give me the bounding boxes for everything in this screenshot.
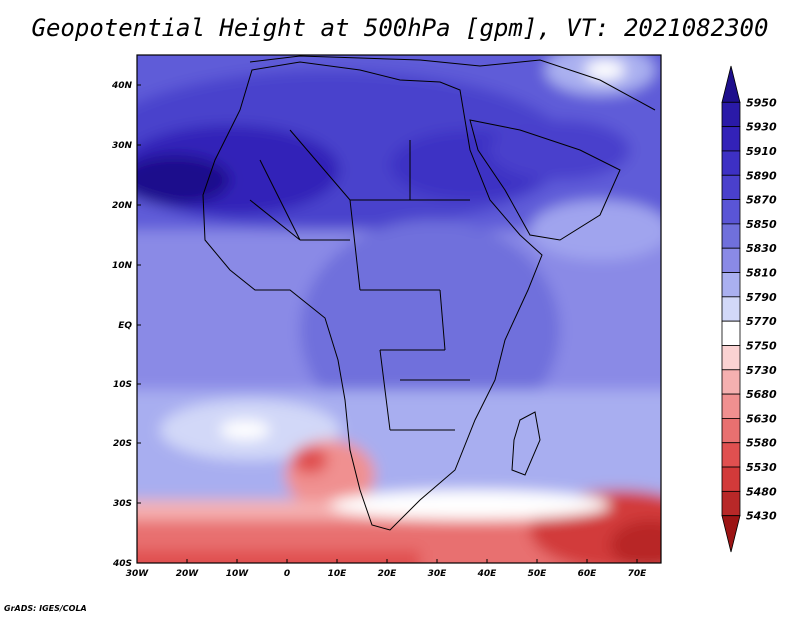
colorbar-top-triangle xyxy=(721,65,741,103)
colorbar-level-label: 5730 xyxy=(746,364,777,377)
map-title: Geopotential Height at 500hPa [gpm], VT:… xyxy=(31,14,769,42)
lon-tick-label: 60E xyxy=(578,569,598,579)
colorbar-swatch xyxy=(721,126,741,152)
colorbar-level-label: 5680 xyxy=(746,388,777,401)
colorbar-swatch xyxy=(721,296,741,322)
colorbar-level-label: 5580 xyxy=(746,437,777,450)
colorbar-level-label: 5480 xyxy=(746,485,777,498)
lon-tick-label: 40E xyxy=(477,569,498,579)
lon-tick-label: 10W xyxy=(226,569,250,579)
lon-tick-label: 10E xyxy=(328,569,348,579)
colorbar-level-label: 5790 xyxy=(746,291,777,304)
lat-tick-label: 30S xyxy=(113,499,132,509)
colorbar-swatch xyxy=(721,174,741,200)
colorbar-swatch xyxy=(721,223,741,249)
lat-tick-label: 20S xyxy=(113,439,132,449)
coastlines xyxy=(202,55,656,531)
plot-frame xyxy=(136,54,662,564)
lat-tick-label: 30N xyxy=(112,141,133,151)
colorbar-swatch xyxy=(721,247,741,273)
lon-tick-label: 50E xyxy=(528,569,548,579)
colorbar-swatch xyxy=(721,101,741,128)
colorbar-level-label: 5830 xyxy=(746,242,777,255)
lon-tick-label: 30E xyxy=(428,569,448,579)
colorbar-level-label: 5910 xyxy=(746,145,777,158)
colorbar-level-label: 5810 xyxy=(746,267,777,280)
lat-tick-label: 10S xyxy=(113,380,132,390)
lon-tick-label: 30W xyxy=(126,569,150,579)
colorbar-level-label: 5530 xyxy=(746,461,777,474)
colorbar-level-label: 5890 xyxy=(746,169,777,182)
colorbar-swatch xyxy=(721,442,741,468)
madagascar-outline xyxy=(511,411,541,476)
colorbar-swatch xyxy=(721,272,741,298)
lon-tick-label: 0 xyxy=(284,569,290,579)
colorbar-swatch xyxy=(721,490,741,517)
lat-tick-label: 40N xyxy=(111,81,133,91)
africa-outline xyxy=(202,61,543,531)
arabia-outline xyxy=(469,119,621,241)
colorbar-level-label: 5930 xyxy=(746,121,777,134)
height-field xyxy=(137,55,661,563)
colorbar-level-label: 5870 xyxy=(746,194,777,207)
colorbar-swatch xyxy=(721,320,741,346)
colorbar-swatch xyxy=(721,150,741,176)
europe-outline xyxy=(249,55,656,111)
colorbar-level-label: 5950 xyxy=(746,96,777,109)
lon-tick-label: 20E xyxy=(378,569,398,579)
lon-tick-label: 70E xyxy=(628,569,648,579)
colorbar-level-label: 5770 xyxy=(746,315,777,328)
grads-credit: GrADS: IGES/COLA xyxy=(4,604,87,613)
lat-tick-label: 20N xyxy=(112,201,133,211)
lon-tick-label: 20W xyxy=(176,569,200,579)
latitude-axis: 40N 30N 20N 10N EQ 10S 20S 30S 40S xyxy=(111,81,141,569)
country-borders xyxy=(249,129,470,431)
colorbar-level-label: 5750 xyxy=(746,339,777,352)
colorbar-swatch xyxy=(721,418,741,444)
colorbar: 5950 5930 5910 5890 5870 5850 5830 5810 5790 5770… xyxy=(721,65,777,553)
colorbar-level-label: 5630 xyxy=(746,412,777,425)
colorbar-swatch xyxy=(721,466,741,492)
colorbar-bottom-triangle xyxy=(721,515,741,553)
colorbar-swatch xyxy=(721,345,741,371)
colorbar-level-label: 5430 xyxy=(746,510,777,523)
lat-tick-label: 10N xyxy=(112,261,133,271)
colorbar-swatch xyxy=(721,199,741,225)
lat-tick-label: 40S xyxy=(112,559,132,569)
colorbar-swatch xyxy=(721,393,741,419)
longitude-axis: 30W 20W 10W 0 10E 20E 30E 40E 50E 60E 70E xyxy=(126,559,647,579)
colorbar-swatch xyxy=(721,369,741,395)
colorbar-level-label: 5850 xyxy=(746,218,777,231)
lat-tick-label: EQ xyxy=(118,321,132,331)
